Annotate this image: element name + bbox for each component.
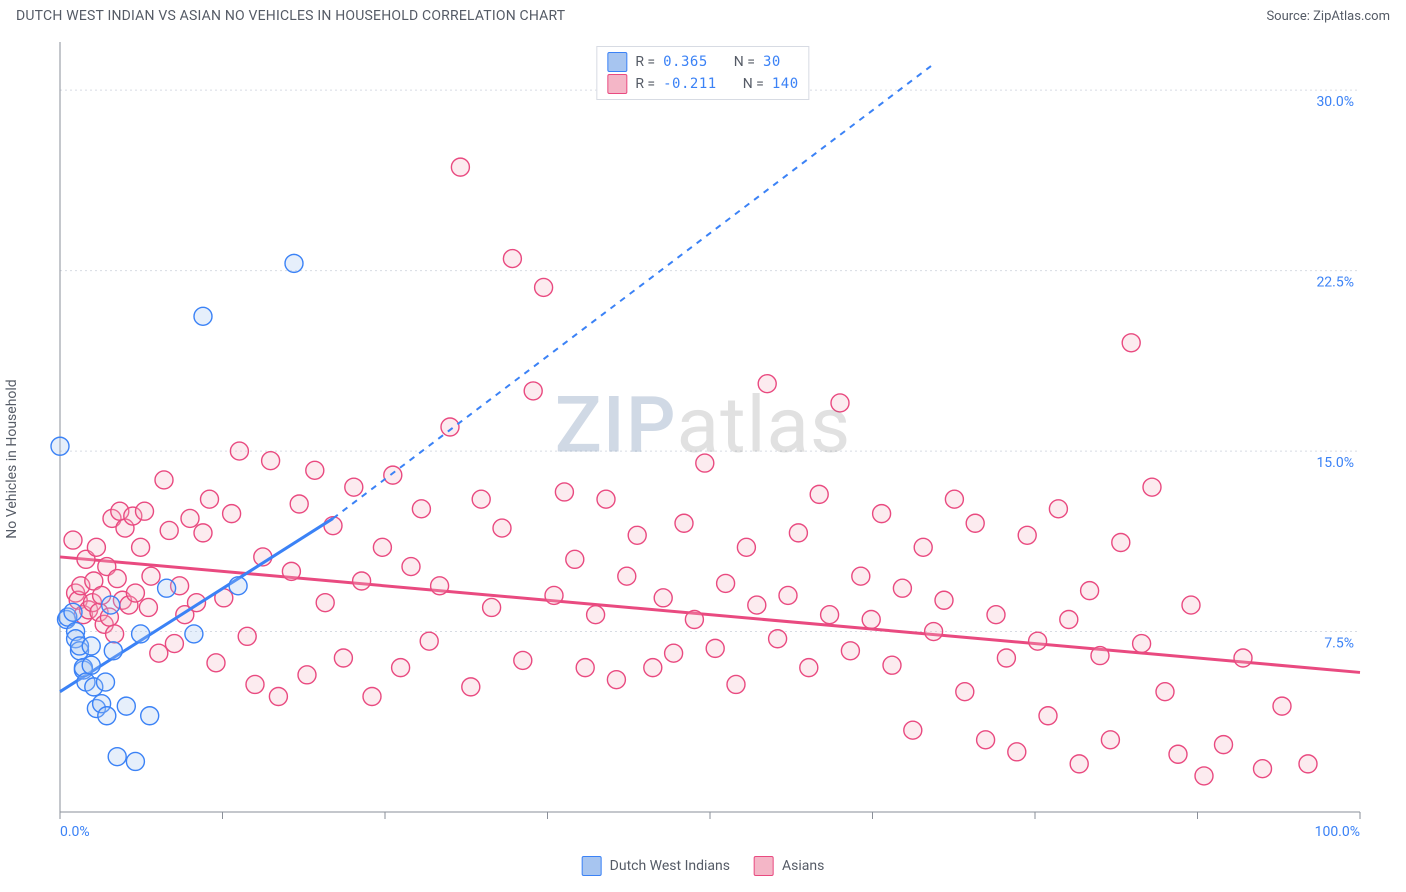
legend-correlation: R = 0.365 N = 30 R = -0.211 N = 140	[596, 46, 809, 100]
n-label-2: N =	[743, 73, 764, 95]
header: DUTCH WEST INDIAN VS ASIAN NO VEHICLES I…	[0, 0, 1406, 28]
chart-area: No Vehicles in Household ZIPatlas 7.5%15…	[16, 42, 1390, 876]
y-axis-label: No Vehicles in Household	[4, 379, 20, 538]
source: Source: ZipAtlas.com	[1266, 9, 1390, 24]
legend-swatch-dwi-2	[582, 856, 602, 876]
n-value-asian: 140	[772, 73, 799, 95]
svg-text:7.5%: 7.5%	[1324, 636, 1354, 652]
legend-swatch-asian	[607, 74, 627, 94]
legend-swatch-dwi	[607, 52, 627, 72]
legend-label-asian: Asians	[782, 858, 824, 874]
svg-text:22.5%: 22.5%	[1316, 275, 1354, 291]
legend-row-asian: R = -0.211 N = 140	[607, 73, 798, 95]
scatter-chart: 7.5% 15.0% 22.5% 30.0% 0.0% 100.0%	[16, 42, 1390, 876]
n-label: N =	[734, 51, 755, 73]
source-link[interactable]: ZipAtlas.com	[1313, 9, 1390, 24]
svg-text:0.0%: 0.0%	[60, 824, 90, 840]
legend-item-asian: Asians	[754, 856, 824, 876]
svg-text:15.0%: 15.0%	[1316, 455, 1354, 471]
svg-text:100.0%: 100.0%	[1315, 824, 1360, 840]
r-value-asian: -0.211	[663, 73, 717, 95]
svg-text:30.0%: 30.0%	[1316, 94, 1354, 110]
source-label: Source:	[1266, 9, 1309, 24]
legend-row-dwi: R = 0.365 N = 30	[607, 51, 798, 73]
n-value-dwi: 30	[763, 51, 781, 73]
r-label-2: R =	[635, 73, 655, 95]
legend-item-dwi: Dutch West Indians	[582, 856, 730, 876]
r-value-dwi: 0.365	[663, 51, 708, 73]
legend-series: Dutch West Indians Asians	[582, 856, 825, 876]
legend-label-dwi: Dutch West Indians	[610, 858, 730, 874]
legend-swatch-asian-2	[754, 856, 774, 876]
chart-title: DUTCH WEST INDIAN VS ASIAN NO VEHICLES I…	[16, 8, 565, 24]
r-label: R =	[635, 51, 655, 73]
